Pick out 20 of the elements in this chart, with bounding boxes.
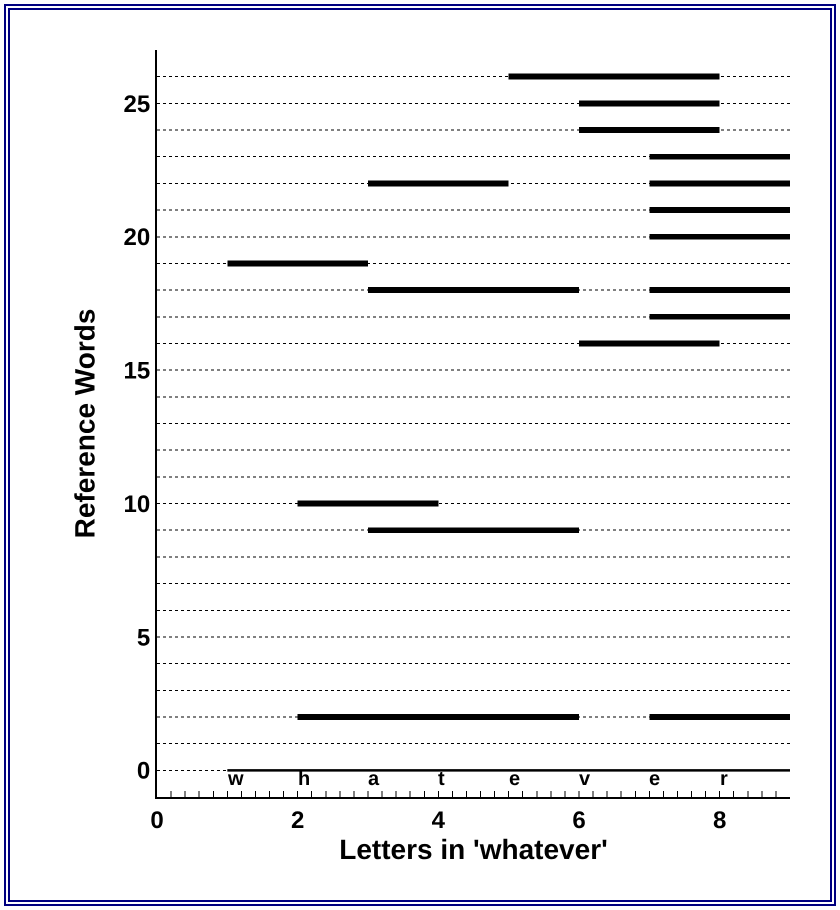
- annotation: h: [298, 768, 310, 790]
- annotation: e: [509, 768, 520, 790]
- y-tick-label: 15: [123, 358, 150, 385]
- y-tick-label: 10: [123, 490, 150, 518]
- y-tick-label: 5: [136, 624, 150, 652]
- x-tick-label: 6: [572, 806, 586, 834]
- x-tick-label: 2: [290, 806, 304, 834]
- annotation: a: [368, 768, 380, 790]
- x-tick-label: 8: [712, 806, 726, 834]
- annotation: r: [720, 768, 728, 790]
- annotation: t: [438, 768, 445, 790]
- annotation: e: [649, 768, 660, 790]
- annotation: w: [227, 768, 244, 790]
- y-tick-label: 0: [136, 758, 150, 785]
- y-tick-label: 20: [123, 224, 150, 252]
- annotation: v: [579, 768, 591, 790]
- x-axis-title: Letters in 'whatever': [339, 834, 608, 865]
- y-axis-title: Reference Words: [70, 308, 101, 538]
- x-tick-label: 4: [432, 806, 446, 834]
- y-tick-label: 25: [123, 90, 150, 118]
